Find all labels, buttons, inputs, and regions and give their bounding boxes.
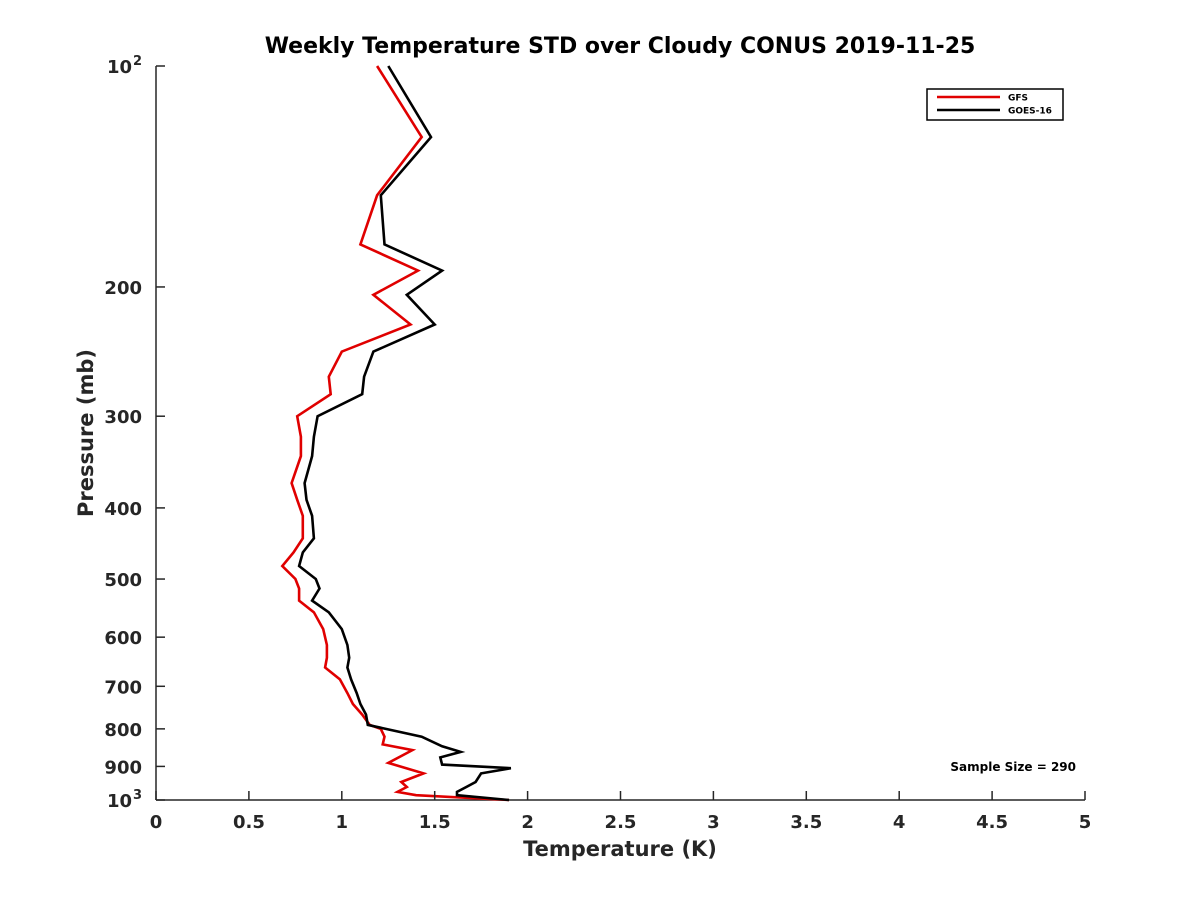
legend: GFS GOES-16 [926, 88, 1064, 121]
x-tick-label: 1.5 [419, 812, 451, 833]
x-axis-ticks: 0 0.5 1 1.5 2 2.5 3 3.5 4 4.5 5 [150, 791, 1092, 833]
x-tick-label: 1 [336, 812, 349, 833]
y-tick-label: 10 [107, 57, 132, 78]
y-tick-label: 600 [104, 628, 142, 649]
y-tick-label: 500 [104, 570, 142, 591]
y-tick-exponent: 3 [133, 788, 142, 803]
x-tick-label: 0.5 [233, 812, 265, 833]
x-tick-label: 2 [521, 812, 534, 833]
x-tick-label: 4 [893, 812, 906, 833]
plot-axes [155, 66, 1085, 801]
x-tick-label: 2.5 [605, 812, 637, 833]
x-tick-label: 5 [1079, 812, 1092, 833]
x-axis-label: Temperature (K) [523, 837, 717, 861]
x-tick-label: 3.5 [790, 812, 822, 833]
y-tick-label: 800 [104, 720, 142, 741]
plot-series [280, 65, 512, 802]
y-tick-label: 300 [104, 407, 142, 428]
sample-size-annotation: Sample Size = 290 [950, 760, 1076, 774]
x-tick-label: 0 [150, 812, 163, 833]
series-line-goes16 [297, 65, 512, 802]
y-tick-exponent: 2 [133, 54, 142, 69]
legend-label-gfs: GFS [1008, 94, 1028, 104]
y-axis-label: Pressure (mb) [74, 349, 98, 517]
y-tick-label: 200 [104, 278, 142, 299]
y-tick-label: 900 [104, 757, 142, 778]
x-tick-label: 4.5 [976, 812, 1008, 833]
x-tick-label: 3 [707, 812, 720, 833]
y-tick-label: 10 [107, 791, 132, 812]
chart-title: Weekly Temperature STD over Cloudy CONUS… [265, 34, 976, 59]
legend-label-goes16: GOES-16 [1008, 107, 1052, 117]
series-line-gfs [280, 65, 510, 802]
legend-box [926, 88, 1064, 121]
y-tick-label: 700 [104, 677, 142, 698]
y-tick-label: 400 [104, 499, 142, 520]
